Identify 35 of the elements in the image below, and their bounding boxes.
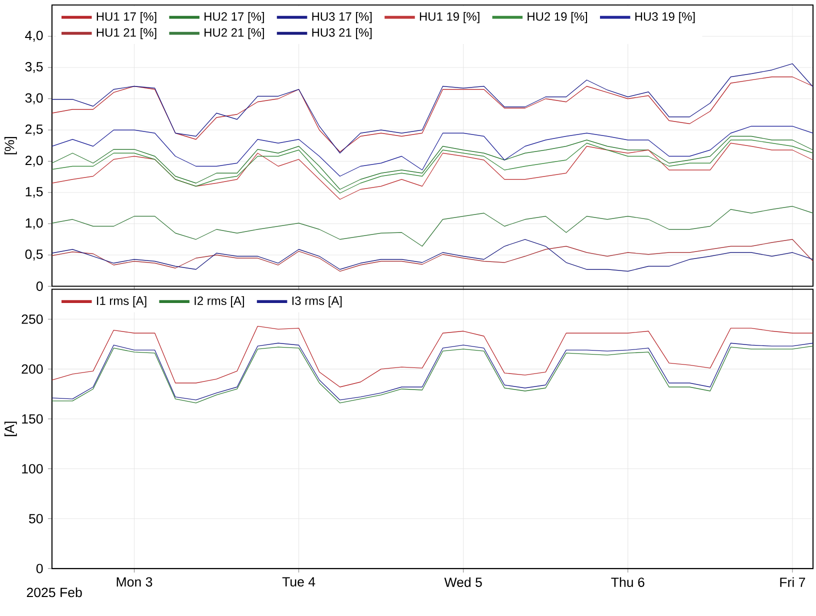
legend-label: HU1 19 [%]: [420, 12, 480, 23]
legend-label: HU3 17 [%]: [312, 12, 372, 23]
legend-label: HU1 21 [%]: [96, 28, 156, 39]
y-tick-label: 2,5: [25, 124, 43, 136]
y-tick-label: 4,0: [25, 30, 43, 42]
y-tick-label: 0: [36, 281, 43, 291]
legend-label: I3 rms [A]: [292, 296, 342, 308]
x-tick-label: Tue 4: [282, 577, 316, 586]
y-tick-label: 150: [22, 414, 43, 424]
y-axis-title: [A]: [4, 421, 17, 436]
legend-label: HU2 21 [%]: [204, 28, 264, 39]
y-tick-label: 100: [22, 464, 43, 474]
y-tick-label: 250: [22, 314, 43, 324]
x-axis-title: 2025 Feb: [26, 587, 82, 597]
y-tick-label: 0: [36, 564, 43, 574]
legend-label: I2 rms [A]: [194, 296, 244, 308]
x-tick-label: Thu 6: [611, 577, 644, 587]
y-axis-title: [%]: [4, 136, 17, 154]
legend-label: HU1 17 [%]: [96, 12, 156, 23]
y-tick-label: 200: [22, 364, 43, 374]
x-tick-label: Fri 7: [780, 577, 806, 587]
y-tick-label: 50: [29, 514, 43, 524]
legend-label: HU3 21 [%]: [312, 28, 372, 39]
legend-label: HU2 19 [%]: [528, 12, 588, 23]
y-tick-label: 1,0: [26, 218, 43, 230]
x-tick-label: Wed 5: [444, 577, 482, 587]
legend-label: HU3 19 [%]: [635, 12, 695, 23]
x-tick-label: Mon 3: [116, 577, 152, 586]
legend-label: HU2 17 [%]: [204, 12, 264, 23]
y-tick-label: 2,0: [25, 156, 43, 167]
y-tick-label: 1,5: [26, 186, 43, 198]
y-tick-label: 0,5: [25, 249, 43, 260]
y-tick-label: 3,0: [25, 93, 43, 104]
y-tick-label: 3,5: [25, 62, 43, 73]
legend-label: I1 rms [A]: [97, 296, 146, 308]
